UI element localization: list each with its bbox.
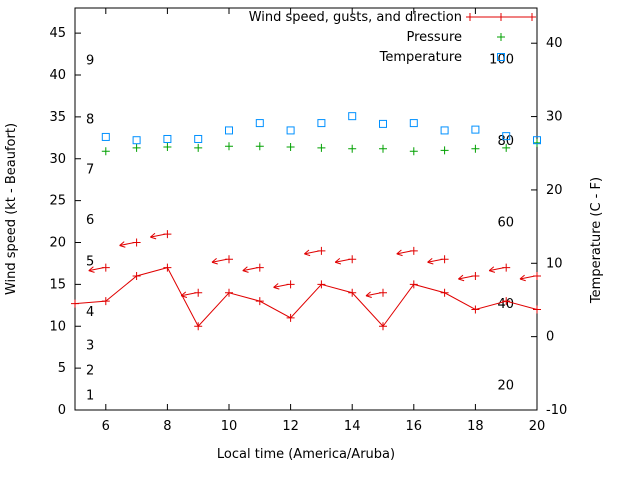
svg-text:Pressure: Pressure [406,30,462,45]
svg-text:15: 15 [49,277,66,292]
svg-text:0: 0 [58,403,66,418]
svg-text:1: 1 [86,389,94,404]
legend: Wind speed, gusts, and direction Pressure… [249,10,536,65]
svg-text:-10: -10 [546,403,567,418]
svg-text:25: 25 [49,194,66,209]
svg-text:Wind speed (kt - Beaufort): Wind speed (kt - Beaufort) [4,123,19,295]
svg-text:10: 10 [546,256,563,271]
svg-text:5: 5 [58,361,66,376]
svg-text:18: 18 [467,419,484,434]
svg-text:40: 40 [49,68,66,83]
svg-text:12: 12 [282,419,299,434]
svg-text:0: 0 [546,330,554,345]
svg-text:9: 9 [86,54,94,69]
svg-text:3: 3 [86,338,94,353]
svg-text:60: 60 [497,216,514,231]
svg-text:Temperature (C - F): Temperature (C - F) [589,177,604,304]
svg-text:35: 35 [49,110,66,125]
svg-text:16: 16 [406,419,423,434]
svg-text:6: 6 [102,419,110,434]
svg-text:40: 40 [546,36,563,51]
series-temperature [101,112,541,145]
svg-text:5: 5 [86,255,94,270]
svg-text:45: 45 [49,26,66,41]
svg-text:20: 20 [546,183,563,198]
svg-text:20: 20 [497,379,514,394]
svg-text:8: 8 [163,419,171,434]
svg-text:7: 7 [86,163,94,178]
series-wind-speed [71,263,541,331]
axes: 6 8 10 12 14 16 18 20051015202530354045-1001020… [49,7,567,434]
svg-text:30: 30 [546,110,563,125]
svg-text:8: 8 [86,112,94,127]
svg-text:14: 14 [344,419,361,434]
svg-text:Wind speed, gusts, and directi: Wind speed, gusts, and direction [249,10,462,25]
svg-text:Local time (America/Aruba): Local time (America/Aruba) [217,447,395,462]
svg-text:4: 4 [86,305,94,320]
svg-text:10: 10 [221,419,238,434]
svg-text:20: 20 [49,236,66,251]
svg-text:Temperature: Temperature [379,50,462,65]
axis-titles: Local time (America/Aruba) Wind speed (kt… [4,123,604,462]
series-pressure [101,138,541,156]
svg-text:10: 10 [49,319,66,334]
svg-text:2: 2 [86,364,94,379]
svg-text:6: 6 [86,213,94,228]
svg-text:30: 30 [49,152,66,167]
series-wind-gusts [88,230,541,299]
svg-text:20: 20 [529,419,546,434]
